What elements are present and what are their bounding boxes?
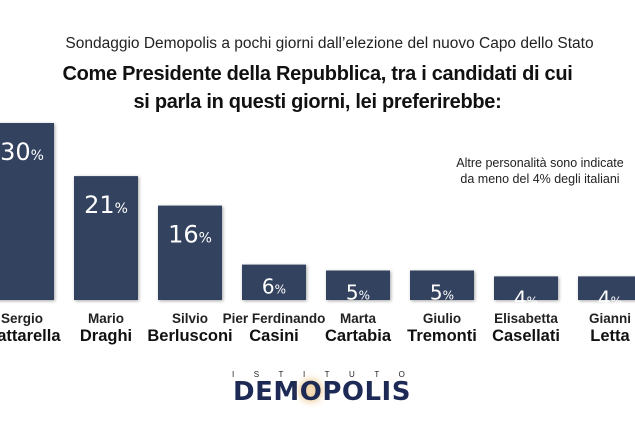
data-label-unit: %: [199, 231, 212, 247]
title-line-2: si parla in questi giorni, lei preferire…: [133, 91, 502, 113]
logo-demopolis: DEMOPOLIS: [233, 377, 411, 407]
bar: [326, 270, 390, 300]
subtitle: Sondaggio Demopolis a pochi giorni dall’…: [65, 35, 594, 52]
bar: [242, 264, 306, 300]
category-label-first: Sergio: [1, 311, 43, 326]
category-label-first: Silvio: [172, 311, 208, 326]
data-label: 16%: [168, 221, 212, 249]
bar: [410, 270, 474, 300]
data-label: 6%: [262, 275, 286, 299]
bar: [494, 276, 558, 300]
data-label: 4%: [598, 286, 622, 310]
logo-text-start: DEM: [233, 377, 300, 407]
note-line-1: Altre personalità sono indicate: [456, 156, 624, 170]
note-line-2: da meno del 4% degli italiani: [460, 172, 620, 186]
data-label-unit: %: [527, 294, 538, 308]
data-label-unit: %: [611, 294, 622, 308]
data-label: 5%: [430, 281, 454, 305]
category-label-last: Tremonti: [407, 327, 477, 345]
data-label-unit: %: [359, 289, 370, 303]
category-label-first: Elisabetta: [494, 311, 558, 326]
logo-text-end: POLIS: [322, 377, 411, 407]
data-label-value: 5: [346, 281, 359, 305]
logo-istituto: ISTITUTO: [232, 370, 425, 379]
category-label-last: Cartabia: [325, 327, 392, 345]
data-label: 21%: [84, 191, 128, 219]
data-label-unit: %: [31, 148, 44, 164]
data-label-unit: %: [115, 201, 128, 217]
bar: [74, 176, 138, 300]
data-label: 5%: [346, 281, 370, 305]
data-label-value: 4: [514, 286, 527, 310]
category-label-first: Marta: [340, 311, 377, 326]
category-label-first: Giulio: [423, 311, 461, 326]
bar: [578, 276, 635, 300]
data-label-unit: %: [275, 283, 286, 297]
category-label-first: Mario: [88, 311, 124, 326]
data-label-value: 30: [0, 138, 31, 166]
category-label-last: Letta: [590, 327, 630, 345]
title-line-1: Come Presidente della Repubblica, tra i …: [62, 63, 573, 85]
data-label-value: 21: [84, 191, 115, 219]
data-label: 4%: [514, 286, 538, 310]
category-label-last: Mattarella: [0, 327, 61, 345]
category-label-last: Berlusconi: [147, 327, 232, 345]
category-label-first: Pier Ferdinando: [223, 311, 326, 326]
logo-glowing-o: O: [299, 377, 323, 407]
bar: [0, 123, 54, 300]
data-label-value: 16: [168, 221, 199, 249]
bar: [158, 205, 222, 300]
data-label-value: 6: [262, 275, 275, 299]
category-label-last: Casini: [249, 327, 299, 345]
category-label-first: Gianni: [589, 311, 631, 326]
data-label: 30%: [0, 138, 44, 166]
category-label-last: Casellati: [492, 327, 560, 345]
category-label-last: Draghi: [80, 327, 132, 345]
data-label-value: 4: [598, 286, 611, 310]
data-label-value: 5: [430, 281, 443, 305]
data-label-unit: %: [443, 289, 454, 303]
